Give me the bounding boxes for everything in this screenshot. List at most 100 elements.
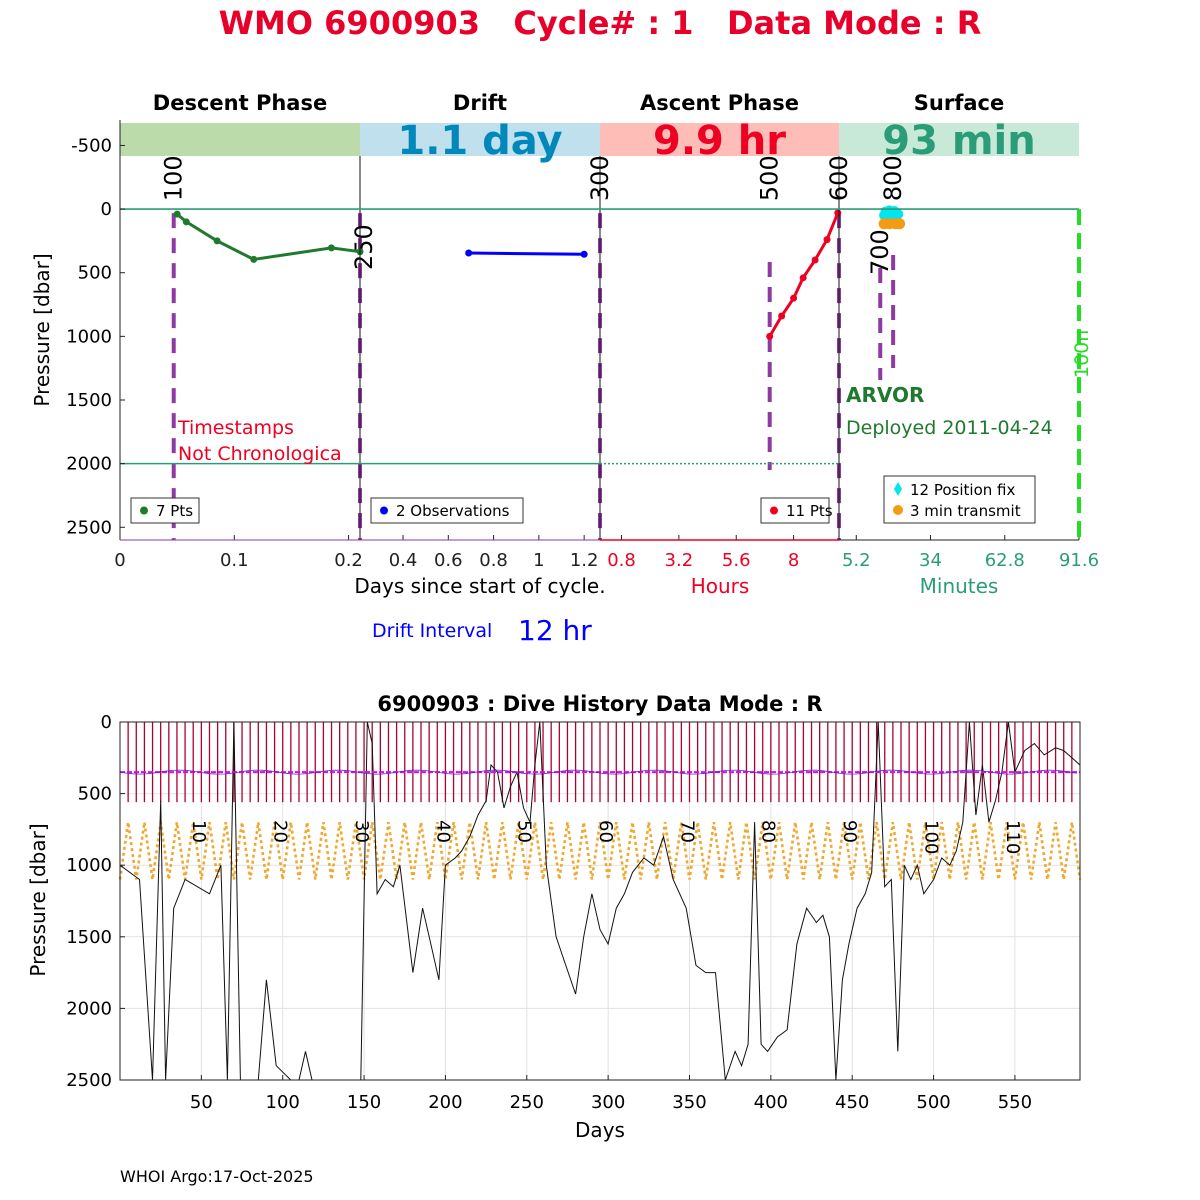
drift-interval-label: Drift Interval — [372, 620, 492, 642]
history-x-tick-label: 300 — [591, 1092, 625, 1113]
x-tick-label-surface: 62.8 — [985, 550, 1025, 571]
x-axis-title-minutes: Minutes — [920, 574, 999, 598]
marker-label-800: 800 — [879, 155, 907, 201]
history-cycle-label: 30 — [351, 820, 372, 843]
annotation-line-1: Timestamps — [177, 417, 294, 439]
profile-point-descent — [173, 210, 181, 218]
history-y-axis-title: Pressure [dbar] — [26, 823, 50, 976]
legend-swatch-transmit — [893, 505, 903, 515]
x-tick-label-surface: 5.2 — [842, 550, 871, 571]
phase-title-drift: Drift — [453, 91, 507, 115]
x-tick-label-ascent: 8 — [788, 550, 799, 571]
profile-point-descent — [213, 237, 221, 245]
phase-duration-drift: 1.1 day — [397, 118, 562, 164]
history-x-tick-label: 450 — [835, 1092, 869, 1113]
profile-point-ascent — [799, 274, 807, 282]
phase-band-descent — [120, 123, 360, 156]
history-parking-pattern — [118, 822, 1082, 880]
phase-title-surface: Surface — [914, 91, 1004, 115]
profile-point-drift — [465, 249, 473, 257]
history-title: 6900903 : Dive History Data Mode : R — [377, 692, 822, 716]
history-y-tick-label: 0 — [101, 712, 112, 733]
deployed-date: Deployed 2011-04-24 — [846, 417, 1053, 439]
legend-swatch-descent — [140, 506, 148, 515]
legend-box-drift — [370, 497, 524, 524]
x-tick-label-ascent: 5.6 — [722, 550, 751, 571]
profile-point-descent — [327, 244, 335, 252]
dive-history-chart: 6900903 : Dive History Data Mode : R 10 20… — [26, 692, 1082, 1142]
profile-line-drift — [468, 251, 585, 256]
profile-point-ascent — [823, 236, 831, 244]
x-tick-label-surface: 91.6 — [1059, 550, 1099, 571]
history-cycle-label: 90 — [839, 820, 860, 843]
history-x-tick-label: 100 — [266, 1092, 300, 1113]
float-model: ARVOR — [846, 383, 924, 407]
profile-point-ascent — [778, 312, 786, 320]
history-x-tick-label: 200 — [428, 1092, 462, 1113]
history-cycle-label: 70 — [676, 820, 697, 843]
history-x-tick-label: 150 — [347, 1092, 381, 1113]
gps-fix-point — [893, 209, 904, 220]
x-tick-label-ascent: 0.8 — [607, 550, 636, 571]
x-tick-label-descent: 0.1 — [220, 550, 249, 571]
y-tick-label: 500 — [78, 263, 112, 284]
x-tick-label-drift: 1.2 — [570, 550, 599, 571]
history-x-tick-label: 350 — [672, 1092, 706, 1113]
y-tick-label: 1000 — [66, 326, 112, 347]
legend-swatch-drift — [380, 506, 388, 515]
history-y-tick-label: 2000 — [66, 998, 112, 1019]
x-tick-label-descent: 0.2 — [334, 550, 363, 571]
x-axis-title-days: Days since start of cycle. — [354, 574, 605, 598]
history-drift-observed — [119, 769, 1077, 775]
annotation-line-2: Not Chronologica — [178, 443, 342, 465]
y-axis-title: Pressure [dbar] — [30, 253, 54, 406]
profile-point-ascent — [834, 209, 842, 217]
phase-band-drift — [360, 123, 600, 156]
marker-label-100: 100 — [160, 155, 188, 201]
history-cycle-label: 100 — [920, 820, 941, 854]
legend-text-transmit: 3 min transmit — [910, 502, 1021, 520]
history-x-axis-title: Days — [575, 1118, 625, 1142]
profile-line-descent — [176, 213, 361, 261]
page-title: WMO 6900903 Cycle# : 1 Data Mode : R — [219, 4, 982, 42]
cycle-profile-chart: Descent Phase 0 0.1 0.2 100 250 7 Pts Drift 1.1 … — [30, 91, 1099, 647]
history-x-tick-label: 550 — [998, 1092, 1032, 1113]
x-tick-label-drift: 0.8 — [479, 550, 508, 571]
footer-credit: WHOI Argo:17-Oct-2025 — [120, 1167, 314, 1186]
legend-box-surface — [883, 475, 1036, 524]
y-tick-label: 2000 — [66, 454, 112, 475]
history-x-tick-label: 250 — [510, 1092, 544, 1113]
y-tick-label: -500 — [71, 135, 112, 156]
phase-title-ascent: Ascent Phase — [640, 91, 799, 115]
profile-point-descent — [250, 255, 258, 263]
history-x-tick-label: 50 — [190, 1092, 213, 1113]
history-y-tick-label: 500 — [78, 784, 112, 805]
phase-duration-surface: 93 min — [882, 118, 1035, 164]
legend-text-gps: 12 Position fix — [910, 481, 1015, 499]
y-tick-label: 1500 — [66, 390, 112, 411]
marker-label-250: 250 — [350, 224, 378, 270]
legend-text-ascent: 11 Pts — [786, 502, 833, 520]
history-y-tick-label: 1000 — [66, 855, 112, 876]
x-tick-label-drift: 0.4 — [389, 550, 418, 571]
x-tick-label-drift: 1 — [533, 550, 544, 571]
history-cycle-label: 110 — [1002, 820, 1023, 854]
legend-swatch-gps — [894, 482, 902, 496]
profile-point-ascent — [811, 256, 819, 264]
profile-point-ascent — [790, 294, 798, 302]
phase-band-surface — [839, 123, 1079, 156]
marker-label-500: 500 — [756, 155, 784, 201]
history-cycle-label: 60 — [595, 820, 616, 843]
history-cycle-label: 80 — [758, 820, 779, 843]
history-cycle-label: 50 — [514, 820, 535, 843]
surface-end-label: 100n — [1071, 330, 1093, 378]
history-y-tick-label: 1500 — [66, 927, 112, 948]
legend-text-drift: 2 Observations — [396, 502, 510, 520]
drift-interval-value: 12 hr — [518, 614, 592, 647]
history-cycle-label: 40 — [432, 820, 453, 843]
x-tick-label-descent: 0 — [114, 550, 125, 571]
history-cycle-label: 10 — [188, 820, 209, 843]
x-tick-label-drift: 0.6 — [434, 550, 463, 571]
y-tick-label: 2500 — [66, 517, 112, 538]
